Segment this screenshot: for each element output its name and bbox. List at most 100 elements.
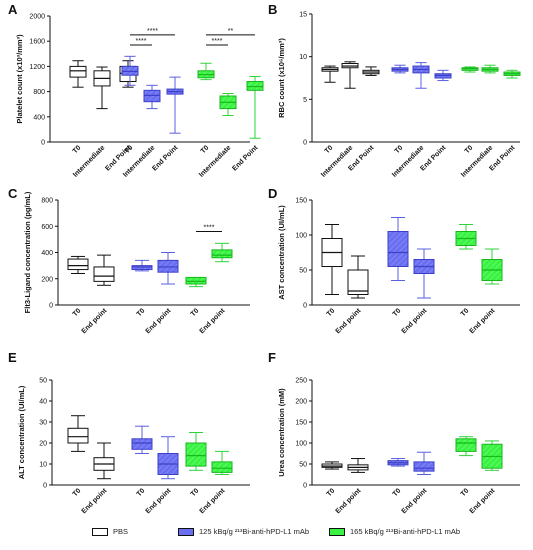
significance-label: **** [136,38,147,45]
x-tick-label: End point [469,487,497,515]
y-tick-label: 100 [295,441,307,448]
x-tick-label: T0 [326,487,337,498]
y-tick-label: 20 [39,441,47,448]
box-green [455,438,477,452]
y-tick-label: 150 [295,198,307,205]
x-tick-label: T0 [392,487,403,498]
y-tick-label: 0 [303,140,307,147]
x-tick-label: End point [199,307,227,335]
legend-swatch-pbs [92,527,108,536]
x-tick-label: End point [469,307,497,335]
legend-swatch-green [329,527,345,536]
x-tick-label: T0 [464,144,475,155]
y-tick-label: 0 [303,303,307,310]
y-tick-label: 2000 [29,14,45,21]
x-tick-label: T0 [324,144,335,155]
box-pbs [67,427,89,444]
y-tick-label: 800 [41,198,53,205]
box-blue [413,461,435,472]
x-tick-label: End point [401,487,429,515]
y-axis-label: AST concentration (UI/mL) [277,205,286,300]
y-tick-label: 800 [33,89,45,96]
y-tick-label: 0 [49,303,53,310]
y-axis-label: Platelet count (x10³/mm³) [15,34,24,124]
y-tick-label: 0 [41,140,45,147]
panel-c: C 0 200 400 600 800 Flt3-Ligand concentration … [8,186,250,335]
panel-a: A 0 400 800 1200 1600 2000 Platelet count (x10³… [8,2,264,179]
y-tick-label: 250 [295,378,307,385]
x-tick-label: End Point [151,144,180,173]
panel-letter: F [268,350,276,365]
y-tick-label: 40 [39,399,47,406]
significance-label: ** [228,28,234,35]
y-tick-label: 0 [303,483,307,490]
x-tick-label: T0 [460,307,471,318]
x-tick-label: T0 [394,144,405,155]
legend-item-green: 165 kBq/g ²¹³Bi-anti-hPD-L1 mAb [329,527,460,536]
box-blue [121,65,139,76]
x-tick-label: T0 [190,487,201,498]
box-green [211,461,233,473]
legend-item-blue: 125 kBq/g ²¹³Bi-anti-hPD-L1 mAb [178,527,309,536]
y-tick-label: 5 [303,97,307,104]
y-tick-label: 10 [299,54,307,61]
y-axis-label: Urea concentration (mM) [277,388,286,477]
box-green [246,81,264,91]
x-tick-label: T0 [136,307,147,318]
legend: PBS 125 kBq/g ²¹³Bi-anti-hPD-L1 mAb 165 … [0,527,533,547]
box-blue [157,259,179,273]
y-tick-label: 0 [43,483,47,490]
y-tick-label: 1600 [29,39,45,46]
panel-letter: D [268,186,277,201]
y-tick-label: 200 [41,276,53,283]
panel-letter: B [268,2,277,17]
box-blue [131,438,153,450]
y-tick-label: 10 [39,462,47,469]
x-tick-label: End point [335,307,363,335]
x-tick-label: T0 [72,487,83,498]
x-tick-label: End point [145,307,173,335]
x-tick-label: T0 [72,307,83,318]
x-tick-label: T0 [326,307,337,318]
box-pbs [93,266,115,282]
x-tick-label: T0 [72,144,83,155]
box-pbs [69,65,87,78]
y-tick-label: 400 [33,114,45,121]
significance-label: **** [204,225,215,232]
y-tick-label: 50 [299,268,307,275]
y-tick-label: 200 [295,399,307,406]
y-tick-label: 30 [39,420,47,427]
box-pbs [347,269,369,295]
box-blue [387,231,409,267]
y-tick-label: 1200 [29,64,45,71]
panel-letter: C [8,186,18,201]
x-tick-label: T0 [136,487,147,498]
y-tick-label: 400 [41,250,53,257]
legend-item-pbs: PBS [92,527,128,536]
box-blue [143,89,161,103]
y-tick-label: 100 [295,233,307,240]
x-tick-label: T0 [200,144,211,155]
legend-swatch-blue [178,527,194,536]
legend-label-blue: 125 kBq/g ²¹³Bi-anti-hPD-L1 mAb [199,527,310,536]
x-tick-label: End point [145,487,173,515]
x-tick-label: End point [81,307,109,335]
box-green [185,276,207,285]
y-tick-label: 50 [39,378,47,385]
x-tick-label: End point [401,307,429,335]
panel-letter: E [8,350,17,365]
y-tick-label: 50 [299,462,307,469]
x-tick-label: T0 [392,307,403,318]
significance-label: **** [212,38,223,45]
x-tick-label: T0 [190,307,201,318]
y-tick-label: 15 [299,12,307,19]
x-tick-label: End point [81,487,109,515]
x-tick-label: End Point [231,144,260,173]
panel-letter: A [8,2,18,17]
y-axis-label: RBC count (x10⁶/mm³) [277,38,286,118]
box-green [211,249,233,259]
box-pbs [67,258,89,271]
